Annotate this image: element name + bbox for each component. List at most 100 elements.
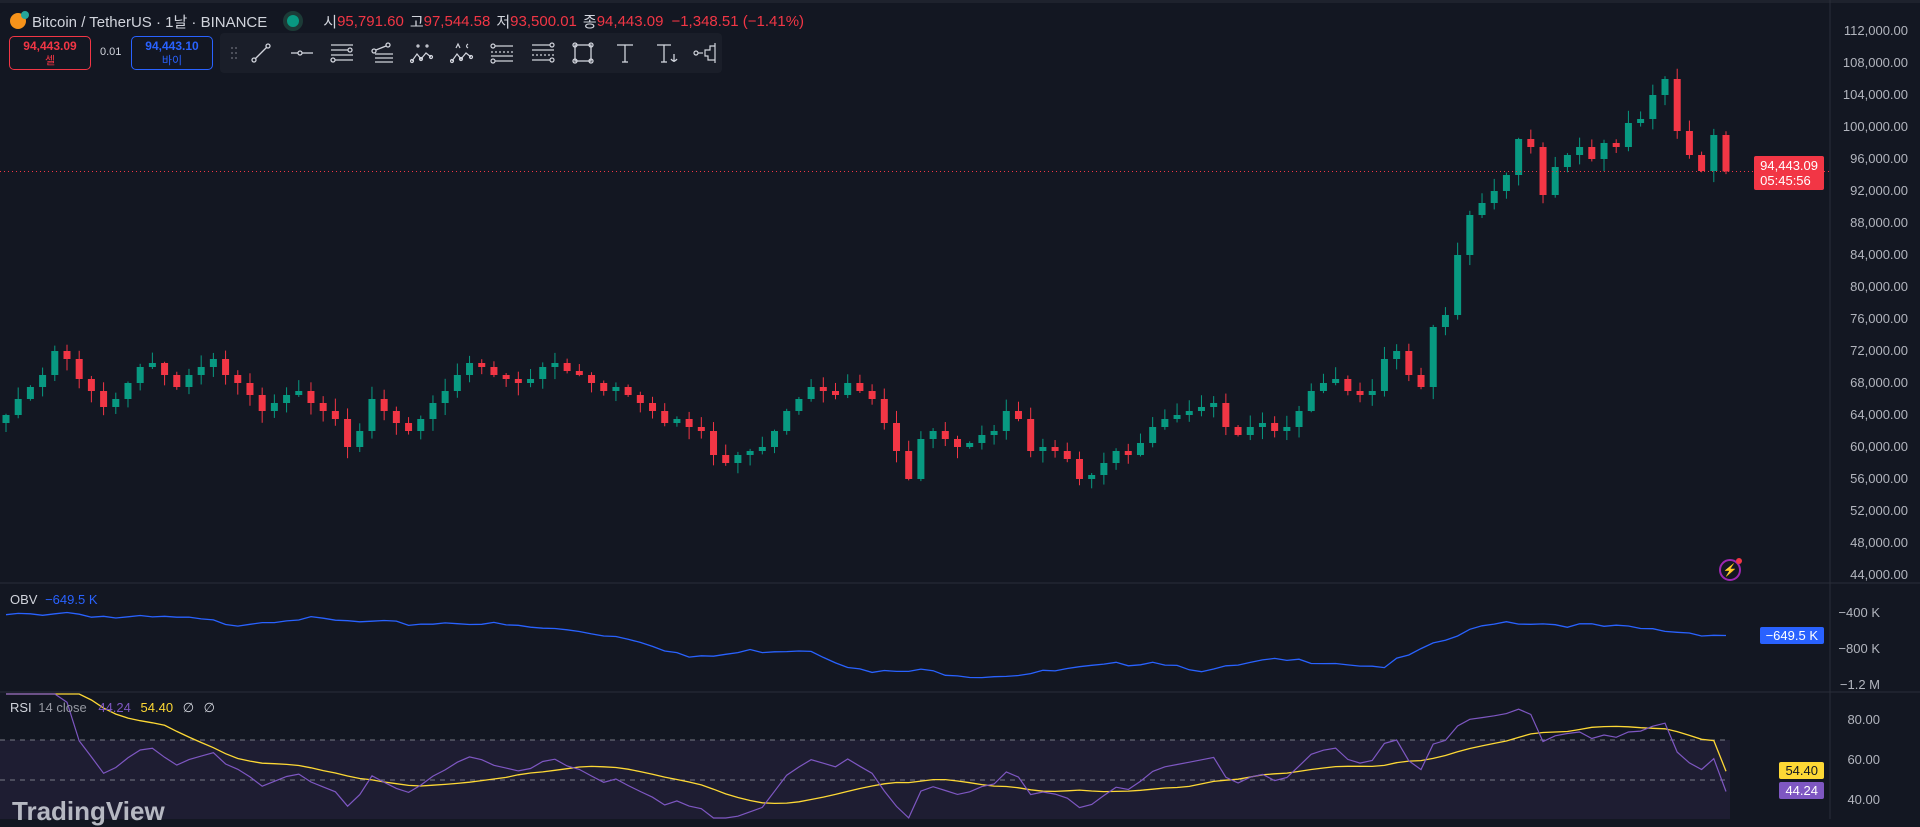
candle-body bbox=[844, 383, 852, 395]
rsi-legend[interactable]: RSI 14 close 44.24 54.40 ∅ ∅ bbox=[10, 700, 215, 716]
candle-body bbox=[685, 419, 693, 427]
candle-body bbox=[490, 367, 498, 375]
obv-value: −649.5 K bbox=[45, 592, 98, 607]
candle-body bbox=[1527, 139, 1535, 147]
obv-axis-label: −800 K bbox=[1838, 641, 1880, 656]
fib-extension-icon[interactable] bbox=[531, 42, 555, 64]
candle-body bbox=[1210, 403, 1218, 407]
candle-body bbox=[1576, 147, 1584, 155]
price-axis-label: 52,000.00 bbox=[1850, 503, 1908, 518]
buy-button[interactable]: 94,443.10 바이 bbox=[131, 36, 213, 70]
candle-body bbox=[39, 375, 47, 387]
candle-body bbox=[539, 367, 547, 379]
candle-body bbox=[1673, 79, 1681, 131]
bitcoin-logo-icon bbox=[10, 11, 29, 29]
candle-body bbox=[1051, 447, 1059, 451]
fib-retracement-icon[interactable] bbox=[490, 42, 514, 64]
candle-body bbox=[380, 399, 388, 411]
candle-body bbox=[612, 387, 620, 391]
obv-axis-label: −400 K bbox=[1838, 605, 1880, 620]
open-label: 시 bbox=[323, 13, 338, 31]
horizontal-ray-icon[interactable] bbox=[290, 42, 314, 64]
candle-body bbox=[441, 391, 449, 403]
buy-price: 94,443.10 bbox=[145, 39, 199, 53]
candle-body bbox=[429, 403, 437, 419]
candle-body bbox=[514, 379, 522, 383]
price-axis-label: 96,000.00 bbox=[1850, 151, 1908, 166]
candle-body bbox=[1307, 391, 1315, 411]
candle-body bbox=[356, 431, 364, 447]
elliott-wave-icon[interactable] bbox=[409, 42, 434, 64]
candle-body bbox=[1551, 167, 1559, 195]
price-axis-label: 112,000.00 bbox=[1843, 23, 1908, 38]
candle-body bbox=[319, 403, 327, 411]
spread-value: 0.01 bbox=[100, 46, 122, 58]
obv-axis-label: −1.2 M bbox=[1839, 677, 1880, 692]
candle-body bbox=[929, 431, 937, 439]
candle-body bbox=[1197, 407, 1205, 411]
rsi-params: 14 close bbox=[38, 700, 87, 715]
candle-body bbox=[1649, 95, 1657, 119]
candle-body bbox=[234, 375, 242, 383]
candle-body bbox=[1393, 351, 1401, 359]
trend-line-icon[interactable] bbox=[249, 42, 273, 64]
change-value: −1,348.51 (−1.41%) bbox=[671, 12, 805, 30]
candle-body bbox=[148, 363, 156, 367]
obv-value-tag: −649.5 K bbox=[1759, 627, 1824, 644]
rsi-line bbox=[6, 693, 1727, 819]
bar-countdown: 05:45:56 bbox=[1760, 173, 1811, 188]
sell-button[interactable]: 94,443.09 셀 bbox=[9, 36, 91, 70]
abcd-pattern-icon[interactable] bbox=[449, 42, 474, 64]
price-axis-label: 92,000.00 bbox=[1850, 183, 1908, 198]
price-axis-label: 56,000.00 bbox=[1850, 471, 1908, 486]
candle-body bbox=[710, 431, 718, 455]
candle-body bbox=[1698, 155, 1706, 171]
open-value: 95,791.60 bbox=[337, 12, 404, 30]
candle-body bbox=[966, 443, 974, 447]
rsi-axis-label: 80.00 bbox=[1847, 712, 1880, 727]
drag-handle-icon[interactable] bbox=[222, 42, 237, 64]
candle-body bbox=[417, 419, 425, 431]
candle-body bbox=[161, 363, 169, 375]
candle-body bbox=[551, 363, 559, 367]
candle-body bbox=[624, 387, 632, 395]
candle-body bbox=[905, 451, 913, 479]
candle-body bbox=[1234, 427, 1242, 435]
candle-body bbox=[649, 403, 657, 411]
text-icon[interactable] bbox=[613, 42, 637, 64]
candle-body bbox=[405, 423, 413, 431]
candle-body bbox=[1380, 359, 1388, 391]
obv-legend[interactable]: OBV −649.5 K bbox=[10, 592, 98, 607]
candle-body bbox=[453, 375, 461, 391]
candle-body bbox=[1502, 175, 1510, 191]
price-axis-label: 84,000.00 bbox=[1850, 247, 1908, 262]
rsi-axis-label: 40.00 bbox=[1847, 792, 1880, 807]
pitchfork-icon[interactable] bbox=[370, 42, 394, 64]
candle-body bbox=[1612, 143, 1620, 147]
price-axis-label: 60,000.00 bbox=[1850, 439, 1908, 454]
low-label: 저 bbox=[496, 13, 511, 31]
tradingview-watermark: TradingView bbox=[12, 796, 165, 826]
candle-body bbox=[1454, 255, 1462, 315]
candle-body bbox=[1088, 475, 1096, 479]
price-axis-label: 88,000.00 bbox=[1850, 215, 1908, 230]
candle-body bbox=[978, 435, 986, 443]
candle-body bbox=[758, 447, 766, 451]
candle-body bbox=[466, 363, 474, 375]
rectangle-icon[interactable] bbox=[571, 42, 595, 64]
rsi-extra-2: ∅ bbox=[203, 700, 215, 715]
candle-body bbox=[1368, 391, 1376, 395]
parallel-channel-icon[interactable] bbox=[330, 42, 354, 64]
buy-label: 바이 bbox=[161, 55, 183, 67]
candle-body bbox=[209, 359, 217, 367]
volume-profile-icon[interactable] bbox=[693, 42, 717, 64]
candle-body bbox=[1624, 123, 1632, 147]
anchored-text-icon[interactable] bbox=[655, 42, 679, 64]
candle-body bbox=[1271, 423, 1279, 431]
symbol-title[interactable]: Bitcoin / TetherUS · 1날 · BINANCE bbox=[32, 13, 268, 31]
candle-body bbox=[1039, 447, 1047, 451]
lightning-alert-icon[interactable]: ⚡ bbox=[1719, 558, 1742, 581]
candle-body bbox=[1515, 139, 1523, 175]
candle-body bbox=[173, 375, 181, 387]
